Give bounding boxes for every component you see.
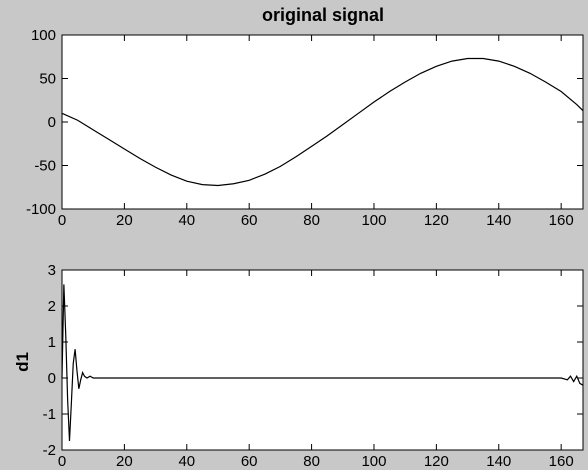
top-plot-y-tick-label: 0 (48, 114, 56, 131)
bottom-plot-x-tick-label: 0 (58, 453, 66, 470)
top-plot-x-tick-label: 80 (303, 212, 320, 229)
top-plot-title: original signal (262, 5, 384, 25)
bottom-plot-y-tick-label: 1 (48, 334, 56, 351)
top-plot-series-line (61, 57, 584, 187)
top-plot-y-tick-label: -50 (34, 158, 56, 175)
top-plot-x-tick-label: 140 (486, 212, 511, 229)
bottom-plot-x-tick-label: 120 (424, 453, 449, 470)
top-plot-x-tick-label: 160 (549, 212, 574, 229)
bottom-plot-x-tick-label: 140 (486, 453, 511, 470)
top-plot-x-tick-labels: 0 20 40 60 80 100 120 140 160 (58, 212, 574, 229)
top-plot-x-tick-label: 100 (361, 212, 386, 229)
bottom-plot-series-line (61, 284, 584, 442)
bottom-plot-y-tick-label: 2 (48, 298, 56, 315)
bottom-plot-x-tick-label: 20 (116, 453, 133, 470)
bottom-plot-x-tick-label: 80 (303, 453, 320, 470)
bottom-plot-x-tick-label: 40 (178, 453, 195, 470)
bottom-plot-y-tick-label: 3 (48, 262, 56, 279)
bottom-plot-x-tick-label: 160 (549, 453, 574, 470)
top-plot-x-tick-label: 0 (58, 212, 66, 229)
bottom-plot: d1 0 20 40 60 80 100 120 140 160 -2 -1 0 1 2 3 (13, 262, 584, 470)
top-plot-x-tick-label: 60 (241, 212, 258, 229)
top-plot-y-tick-label: -100 (26, 201, 56, 218)
top-plot-x-tick-label: 120 (424, 212, 449, 229)
top-plot-ticks (61, 34, 583, 210)
top-plot: original signal 0 20 40 60 80 100 120 140 160 -1… (26, 5, 584, 229)
bottom-plot-x-tick-label: 60 (241, 453, 258, 470)
bottom-plot-y-tick-labels: -2 -1 0 1 2 3 (43, 262, 56, 459)
top-plot-y-tick-labels: -100 -50 0 50 100 (26, 27, 56, 218)
top-plot-y-tick-label: 100 (31, 27, 56, 44)
bottom-plot-y-tick-label: -1 (43, 406, 56, 423)
bottom-plot-x-tick-label: 100 (361, 453, 386, 470)
bottom-plot-x-tick-labels: 0 20 40 60 80 100 120 140 160 (58, 453, 574, 470)
bottom-plot-y-axis-label: d1 (13, 352, 32, 372)
top-plot-x-tick-label: 40 (178, 212, 195, 229)
bottom-plot-y-tick-label: -2 (43, 442, 56, 459)
top-plot-x-tick-label: 20 (116, 212, 133, 229)
top-plot-area (61, 34, 584, 210)
bottom-plot-y-tick-label: 0 (48, 370, 56, 387)
bottom-plot-area (61, 269, 584, 451)
top-plot-y-tick-label: 50 (39, 71, 56, 88)
